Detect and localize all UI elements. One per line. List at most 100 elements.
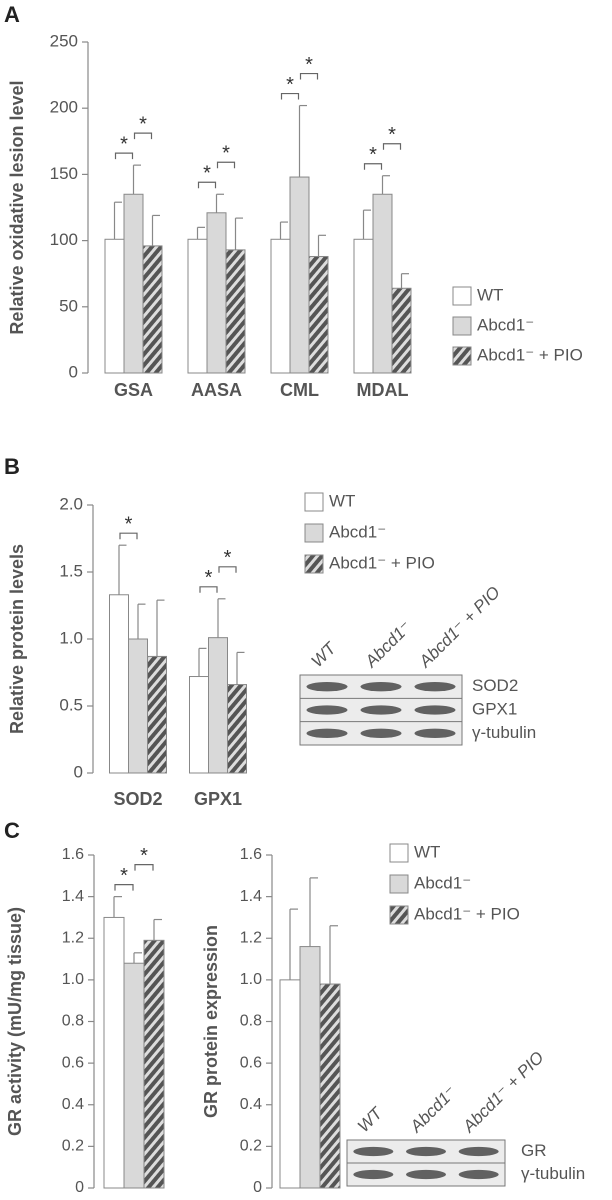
legend-label: Abcd1⁻ (477, 315, 534, 334)
y-tick-label: 1.5 (59, 561, 83, 580)
y-tick-label: 1.6 (62, 846, 84, 863)
blot-lane-label: WT (308, 638, 341, 671)
legend-label: Abcd1⁻ + PIO (329, 553, 435, 572)
panel-letter: B (4, 454, 20, 479)
significance-bracket (134, 864, 154, 871)
blot-band (414, 705, 456, 715)
y-axis-title: Relative oxidative lesion level (7, 80, 27, 334)
legend-label: WT (477, 285, 503, 304)
significance-label: * (205, 567, 213, 589)
y-tick-label: 2.0 (59, 494, 83, 513)
y-tick-label: 100 (50, 230, 78, 249)
bar (142, 245, 163, 374)
y-tick-label: 1.2 (240, 929, 262, 946)
legend-swatch (452, 316, 472, 336)
significance-label: * (388, 124, 396, 146)
significance-label: * (125, 513, 133, 535)
y-tick-label: 0.4 (62, 1096, 84, 1113)
bar (289, 176, 310, 374)
x-tick-label: CML (280, 380, 319, 400)
bar (299, 946, 321, 1189)
y-axis-title: GR protein expression (201, 925, 221, 1118)
significance-bracket (382, 143, 402, 150)
blot-band (458, 1169, 499, 1180)
y-tick-label: 1.6 (240, 846, 262, 863)
significance-bracket (218, 566, 237, 573)
blot-lane-label: Abcd1⁻ (361, 617, 416, 672)
y-tick-label: 0.5 (59, 695, 83, 714)
significance-bracket (114, 884, 134, 891)
legend-label: Abcd1⁻ (414, 873, 471, 892)
significance-bracket (216, 161, 236, 169)
significance-bracket (197, 181, 217, 189)
legend-swatch (389, 874, 409, 894)
significance-label: * (203, 163, 211, 185)
y-tick-label: 150 (50, 164, 78, 183)
y-tick-label: 200 (50, 98, 78, 117)
x-tick-label: AASA (191, 380, 242, 400)
legend-label: Abcd1⁻ + PIO (477, 345, 583, 364)
blot-band (414, 682, 456, 692)
y-tick-label: 250 (50, 31, 78, 50)
blot-lane-label: WT (354, 1103, 387, 1136)
significance-bracket (299, 72, 319, 80)
y-tick-label: 0 (253, 1179, 262, 1196)
y-tick-label: 0 (74, 762, 83, 781)
bar (308, 255, 329, 374)
blot-band-label: γ-tubulin (521, 1164, 585, 1183)
y-tick-label: 1.4 (62, 888, 84, 905)
panel-letter: A (4, 2, 20, 27)
y-tick-label: 1.0 (62, 971, 84, 988)
blot-lane-label: Abcd1⁻ (406, 1082, 461, 1137)
blot-band (360, 682, 402, 692)
bar (372, 193, 393, 374)
legend-swatch (389, 905, 409, 925)
legend-swatch (389, 843, 409, 863)
legend-swatch (304, 523, 324, 543)
blot-band (360, 705, 402, 715)
blot-band (458, 1146, 499, 1157)
bar (319, 983, 341, 1189)
y-tick-label: 0 (69, 362, 78, 381)
blot-band-label: SOD2 (472, 676, 518, 695)
bar (225, 249, 246, 374)
significance-label: * (120, 865, 128, 887)
blot-band (405, 1169, 447, 1180)
bar (123, 193, 144, 374)
bar (227, 684, 247, 774)
significance-bracket (114, 152, 134, 160)
significance-bracket (199, 586, 218, 593)
blot-band-label: GPX1 (472, 699, 517, 718)
significance-label: * (222, 143, 230, 165)
y-tick-label: 0.8 (240, 1013, 262, 1030)
y-tick-label: 0.2 (240, 1138, 262, 1155)
y-axis-title: Relative protein levels (7, 544, 27, 734)
x-tick-label: GSA (114, 380, 153, 400)
y-axis-title: GR activity (mU/mg tissue) (5, 907, 25, 1136)
bar (103, 916, 125, 1189)
significance-label: * (139, 113, 147, 135)
y-tick-label: 50 (59, 296, 78, 315)
bar (104, 238, 125, 374)
y-tick-label: 0.4 (240, 1096, 262, 1113)
significance-label: * (120, 133, 128, 155)
legend-swatch (452, 346, 472, 366)
significance-label: * (286, 74, 294, 96)
bar (128, 638, 148, 774)
y-tick-label: 1.4 (240, 888, 262, 905)
blot-band (353, 1146, 394, 1157)
y-tick-label: 1.0 (240, 971, 262, 988)
legend-swatch (452, 286, 472, 306)
bar (123, 962, 145, 1189)
blot-band-label: GR (521, 1141, 547, 1160)
blot-band (306, 682, 348, 692)
significance-label: * (140, 845, 148, 867)
significance-label: * (224, 547, 232, 569)
y-tick-label: 0.2 (62, 1138, 84, 1155)
legend-label: Abcd1⁻ (329, 522, 386, 541)
panel-letter: C (4, 818, 20, 843)
legend-swatch (304, 492, 324, 512)
significance-label: * (305, 54, 313, 76)
bar (391, 287, 412, 374)
